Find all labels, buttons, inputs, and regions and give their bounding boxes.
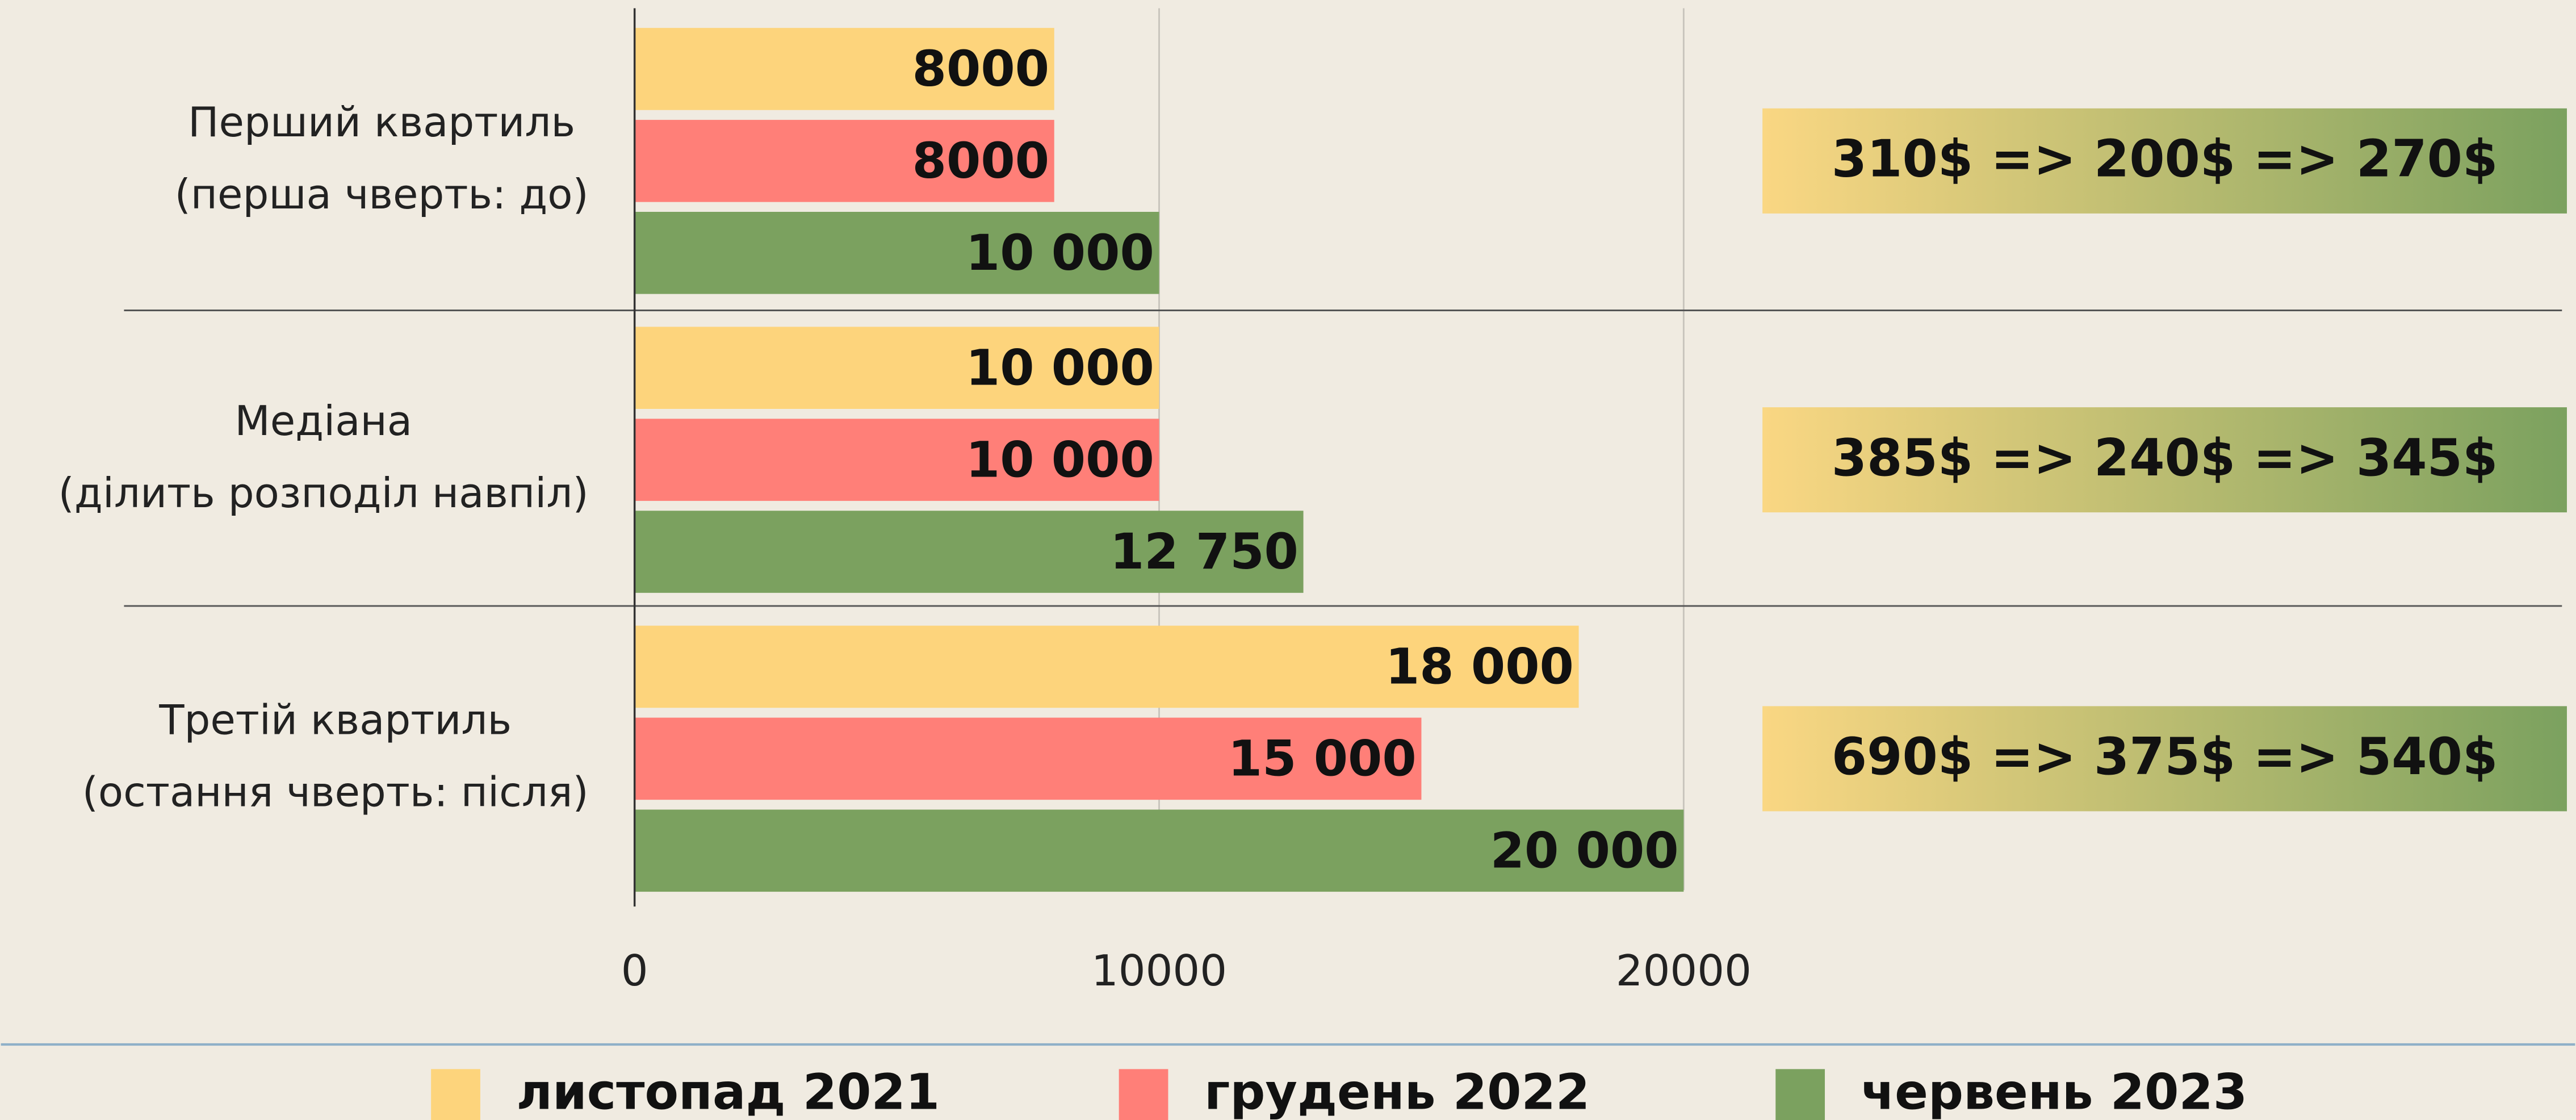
annotation: 385$ => 240$ => 345$ <box>1832 429 2498 488</box>
category-label-line: Перший квартиль <box>188 99 575 147</box>
annotation: 690$ => 375$ => 540$ <box>1832 728 2498 787</box>
bar <box>634 625 1579 708</box>
value-label: 10 000 <box>966 224 1154 282</box>
value-label: 15 000 <box>1228 730 1417 788</box>
category-label: Медіана (ділить розподіл навпіл) <box>58 398 589 517</box>
annotation: 310$ => 200$ => 270$ <box>1832 130 2498 189</box>
annotation-box <box>1762 706 2567 812</box>
x-tick-label: 10000 <box>1091 946 1227 996</box>
category-label-line: Медіана <box>234 398 412 445</box>
bar <box>634 809 1684 892</box>
value-label: 8000 <box>912 132 1049 190</box>
category-label: Третій квартиль (остання чверть: після) <box>82 696 589 816</box>
legend-label: листопад 2021 <box>516 1064 940 1120</box>
bar <box>634 120 1054 202</box>
x-tick-label: 0 <box>621 946 648 996</box>
legend-swatch <box>1119 1069 1168 1120</box>
legend-label: грудень 2022 <box>1204 1064 1590 1120</box>
annotation-box <box>1762 407 2567 513</box>
value-label: 10 000 <box>966 431 1154 488</box>
value-label: 18 000 <box>1385 638 1574 696</box>
bar <box>634 327 1159 409</box>
bar <box>634 511 1304 593</box>
x-tick-label: 20000 <box>1616 946 1752 996</box>
value-label: 20 000 <box>1490 822 1679 879</box>
legend-label: червень 2023 <box>1861 1064 2248 1120</box>
value-label: 12 750 <box>1110 523 1299 580</box>
annotation-box <box>1762 108 2567 214</box>
bar <box>634 419 1159 501</box>
category-label-line: (ділить розподіл навпіл) <box>58 470 589 517</box>
bar <box>634 28 1054 110</box>
bar <box>634 717 1422 800</box>
legend-swatch <box>1775 1069 1825 1120</box>
category-label-line: Третій квартиль <box>158 696 512 744</box>
legend-swatch <box>431 1069 480 1120</box>
value-label: 10 000 <box>966 339 1154 396</box>
category-label-line: (остання чверть: після) <box>82 768 589 816</box>
bar <box>634 212 1159 294</box>
category-label-line: (перша чверть: до) <box>175 171 589 219</box>
value-label: 8000 <box>912 40 1049 98</box>
category-label: Перший квартиль (перша чверть: до) <box>175 99 589 219</box>
